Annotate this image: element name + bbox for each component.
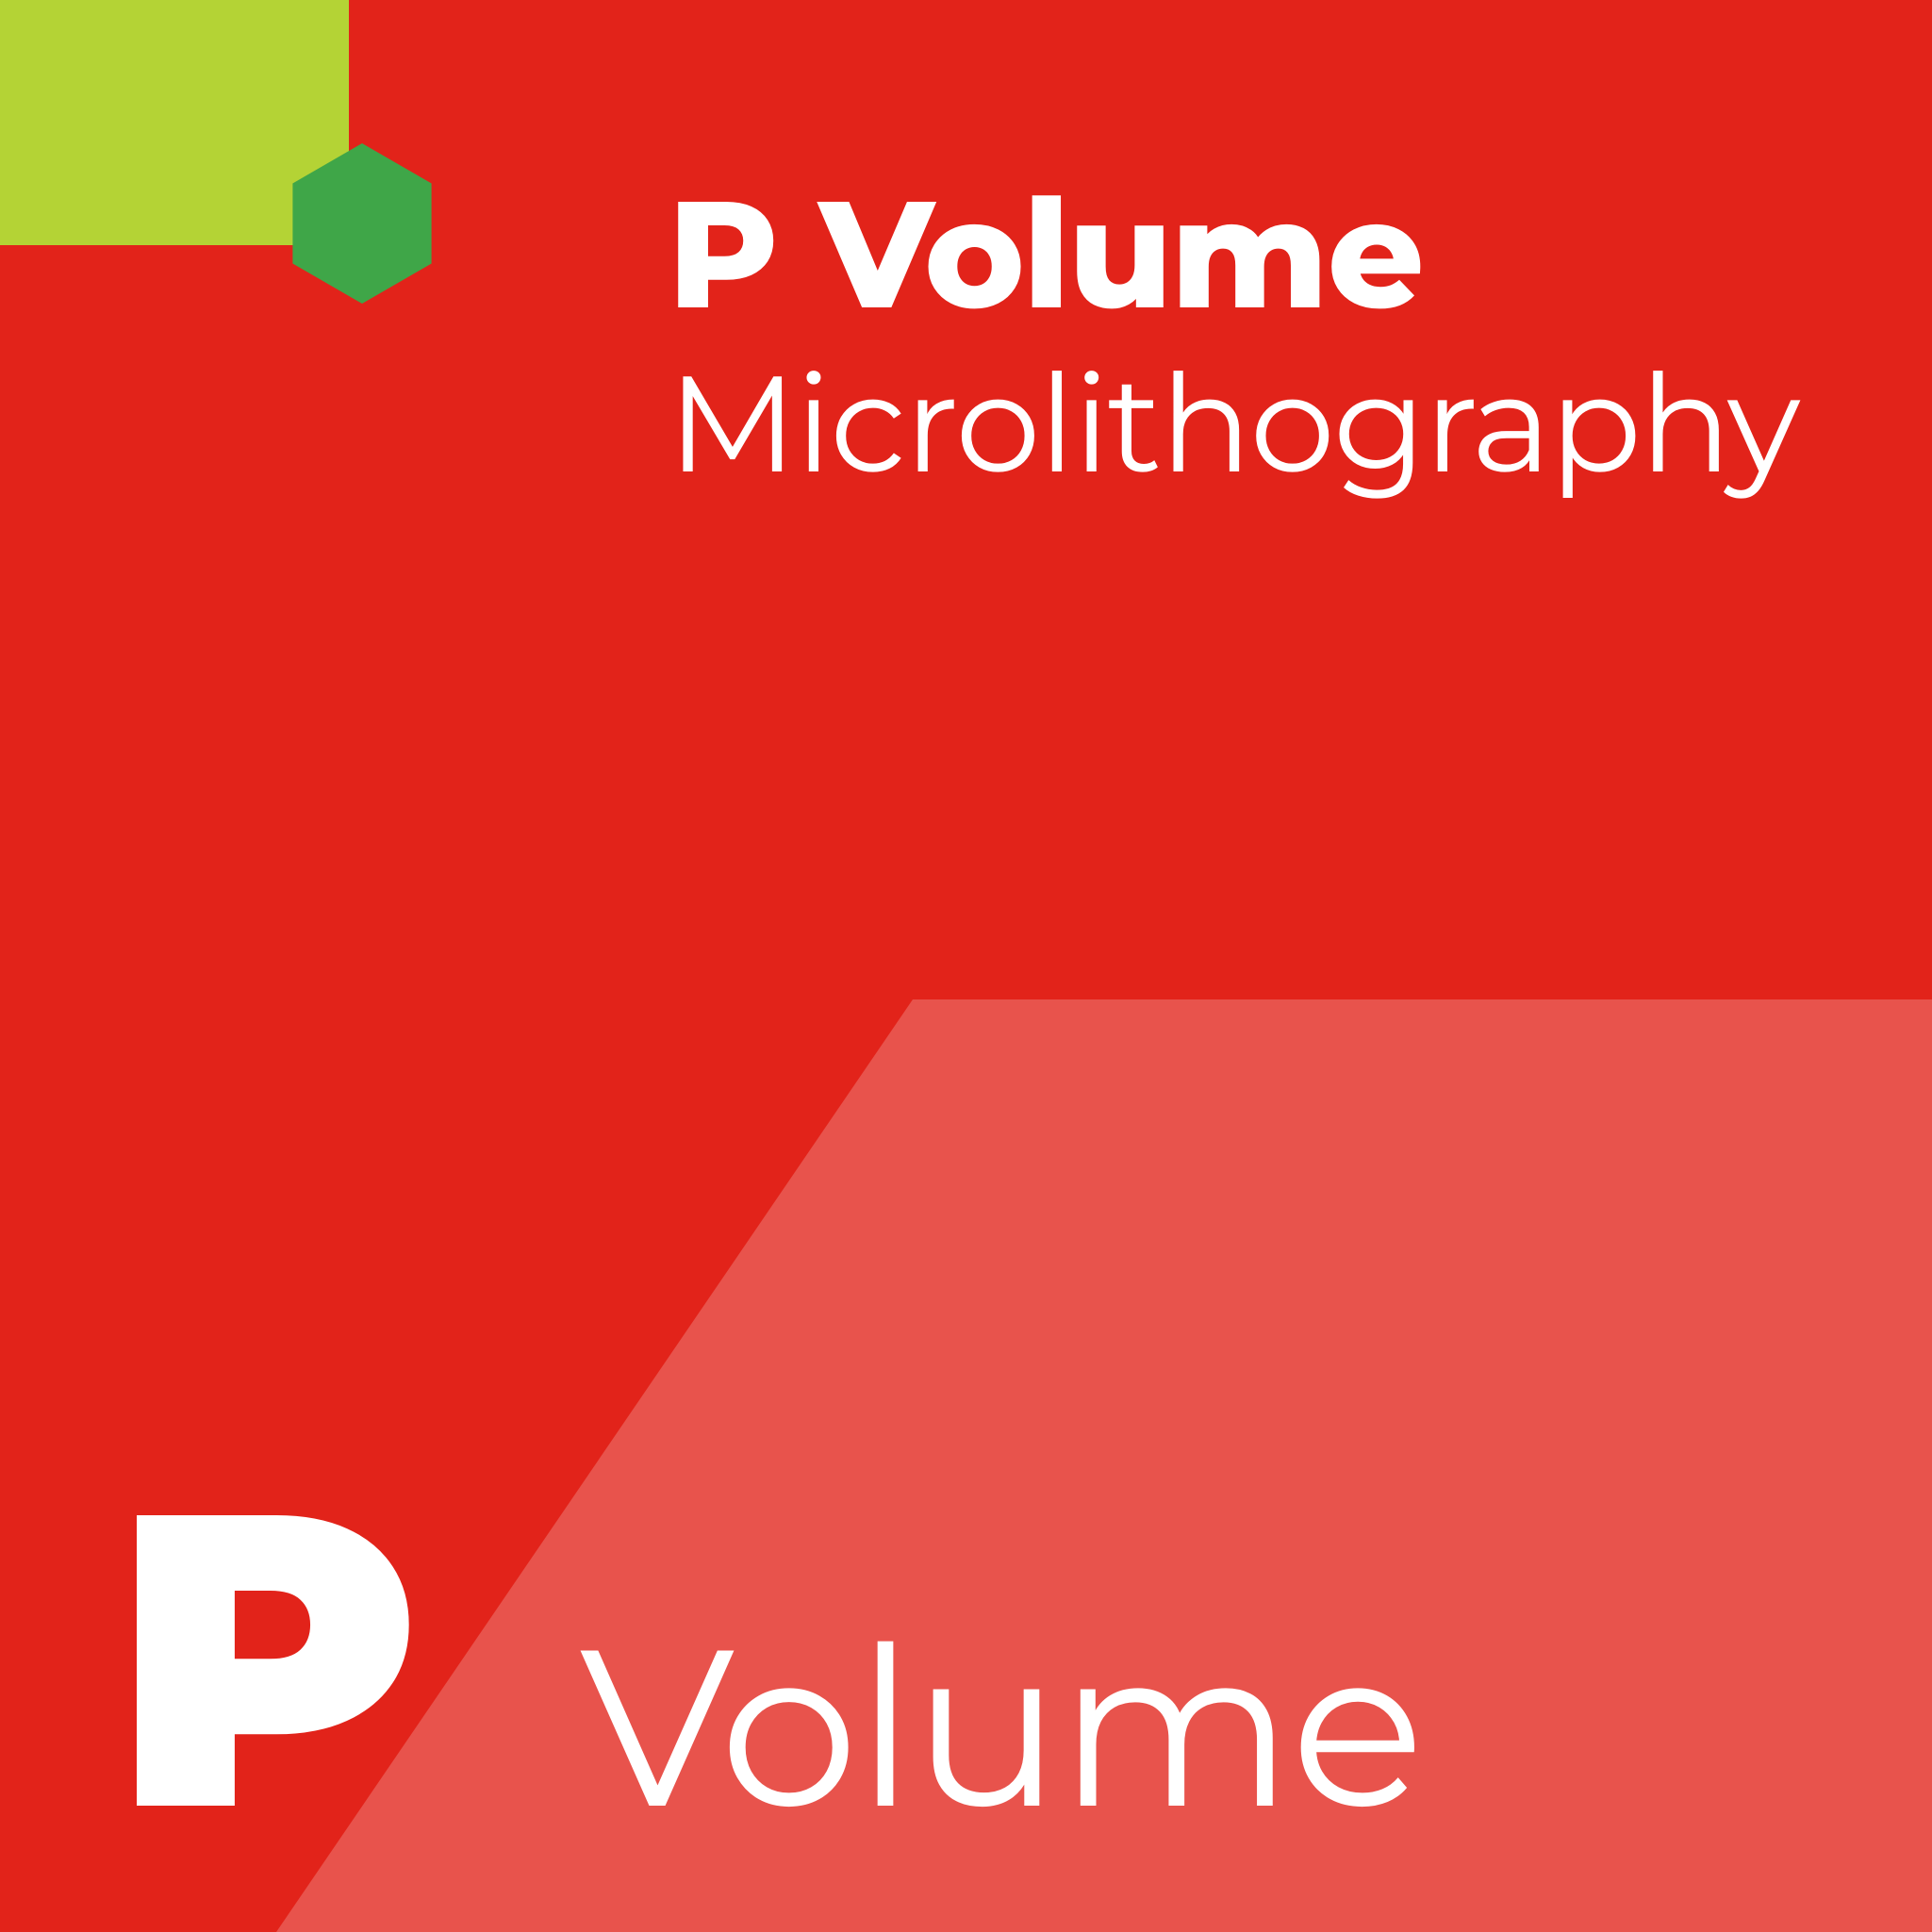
bottom-title-block: P Volume <box>113 1496 1422 1838</box>
title-line-bold: P Volume <box>668 179 1799 330</box>
title-block: P Volume Microlithography <box>668 179 1799 506</box>
cover-canvas: P Volume Microlithography P Volume <box>0 0 1932 1932</box>
title-subtitle: Microlithography <box>668 343 1799 506</box>
bottom-word: Volume <box>580 1616 1422 1838</box>
hexagon-icon <box>282 143 442 304</box>
bottom-letter: P <box>113 1496 410 1820</box>
